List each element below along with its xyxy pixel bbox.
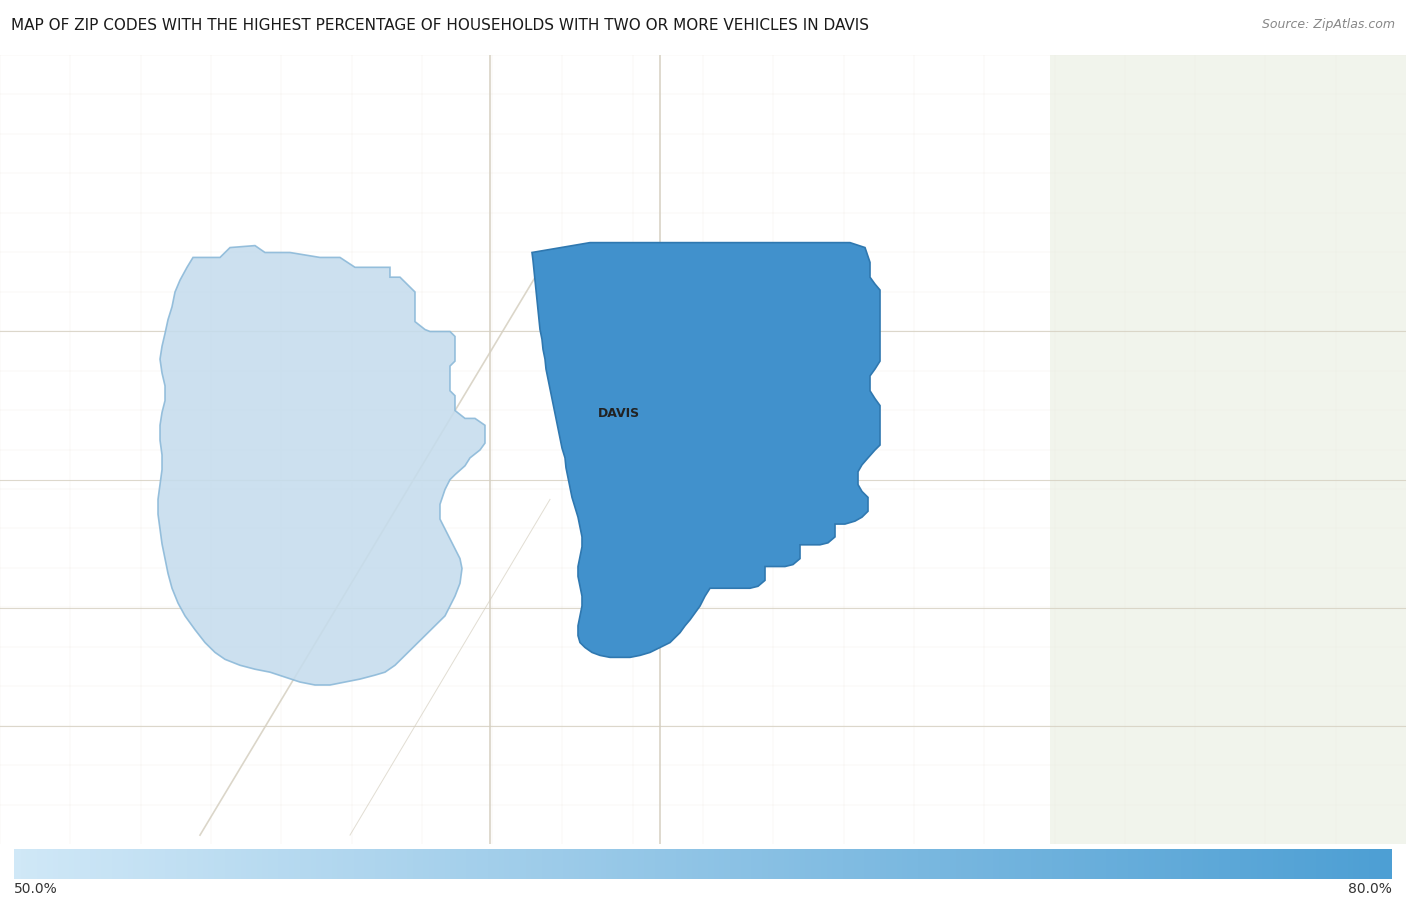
Text: DAVIS: DAVIS [598,407,640,421]
Text: MAP OF ZIP CODES WITH THE HIGHEST PERCENTAGE OF HOUSEHOLDS WITH TWO OR MORE VEHI: MAP OF ZIP CODES WITH THE HIGHEST PERCEN… [11,18,869,33]
Polygon shape [157,245,485,685]
Polygon shape [531,243,880,657]
Text: Source: ZipAtlas.com: Source: ZipAtlas.com [1261,18,1395,31]
Text: 50.0%: 50.0% [14,882,58,895]
Polygon shape [1050,55,1406,844]
Text: 80.0%: 80.0% [1348,882,1392,895]
